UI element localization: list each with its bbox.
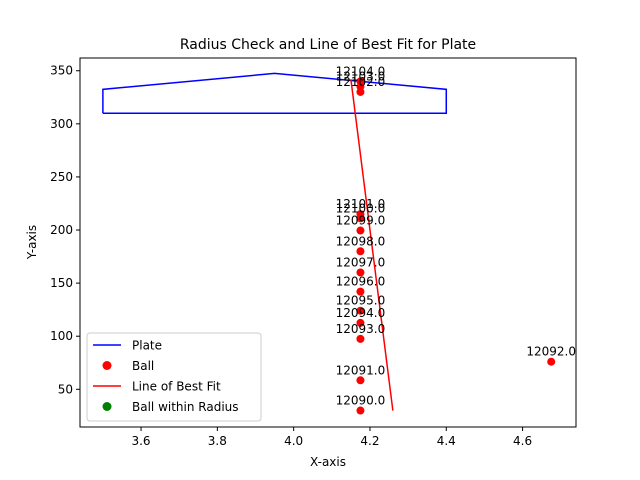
y-axis-label: Y-axis: [25, 225, 39, 260]
legend-swatch-ball-within-radius: [102, 402, 112, 411]
point-label: 12099.0: [336, 214, 386, 228]
x-tick-label: 4.4: [437, 434, 456, 448]
point-label: 12092.0: [526, 345, 576, 359]
point-label: 12100.0: [336, 201, 386, 215]
y-tick-label: 50: [58, 382, 73, 396]
x-tick-label: 4.6: [513, 434, 532, 448]
point-label: 12094.0: [336, 306, 386, 320]
legend-label-plate: Plate: [132, 339, 162, 353]
point-label: 12101.0: [336, 197, 386, 211]
ball-point: [356, 226, 365, 235]
legend-label-ball: Ball: [132, 359, 154, 373]
y-tick-label: 100: [50, 329, 73, 343]
point-label: 12095.0: [336, 294, 386, 308]
point-label: 12104.0: [336, 64, 386, 78]
y-tick-label: 150: [50, 276, 73, 290]
ball-point: [356, 306, 365, 315]
y-axis: 50 100 150 200 250 300 350: [50, 64, 80, 396]
point-label-layer: 12090.0 12091.0 12092.0 12093.0 12094.012095…: [336, 64, 576, 407]
axes-frame: [79, 57, 577, 428]
point-label: 12098.0: [336, 234, 386, 248]
ball-point: [547, 357, 556, 366]
ball-point: [356, 287, 365, 296]
ball-point: [356, 334, 365, 343]
plot-area: 12090.0 12091.0 12092.0 12093.0 12094.012095…: [79, 57, 577, 428]
x-tick-label: 3.6: [131, 434, 150, 448]
legend-swatch-ball: [102, 361, 112, 370]
legend-box: [86, 332, 262, 422]
point-label: 12097.0: [336, 255, 386, 269]
point-label: 12096.0: [336, 275, 386, 289]
y-tick-label: 300: [50, 117, 73, 131]
y-tick-label: 200: [50, 223, 73, 237]
series-layer: [102, 72, 556, 415]
ball-point: [356, 376, 365, 385]
x-tick-label: 3.8: [208, 434, 227, 448]
point-label: 12102.0: [336, 75, 386, 89]
legend-label-line-of-best-fit: Line of Best Fit: [132, 380, 221, 394]
x-axis: 3.6 3.8 4.0 4.2 4.4 4.6: [131, 427, 532, 448]
line-of-best-fit-line: [350, 79, 394, 411]
ball-point: [356, 77, 365, 86]
legend-label-ball-within-radius: Ball within Radius: [132, 400, 239, 414]
point-label: 12093.0: [336, 322, 386, 336]
y-tick-label: 250: [50, 170, 73, 184]
ball-point: [356, 406, 365, 415]
legend: Plate Ball Line of Best Fit Ball within Rad…: [86, 332, 262, 422]
chart-title: Radius Check and Line of Best Fit for Pl…: [180, 37, 476, 53]
point-label: 12090.0: [336, 394, 386, 408]
x-axis-label: X-axis: [310, 455, 346, 469]
point-label: 12091.0: [336, 363, 386, 377]
ball-point: [356, 210, 365, 219]
x-tick-label: 4.0: [284, 434, 303, 448]
ball-point: [356, 247, 365, 256]
point-label: 12103.0: [336, 70, 386, 84]
ball-point: [356, 318, 365, 327]
ball-point: [356, 268, 365, 277]
y-tick-label: 350: [50, 64, 73, 78]
x-tick-label: 4.2: [360, 434, 379, 448]
